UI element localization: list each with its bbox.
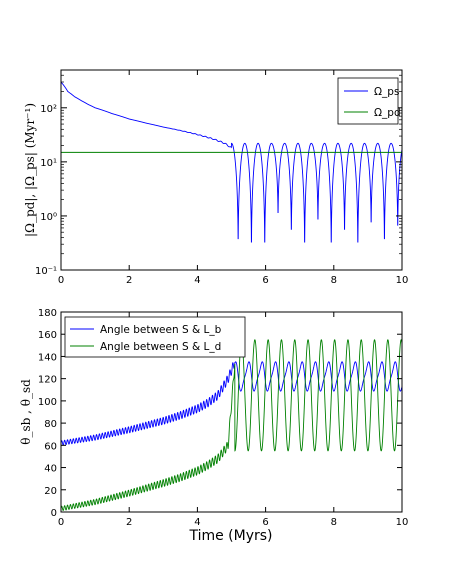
series-omega-ps-line xyxy=(60,81,403,243)
legend-label-angle-lb: Angle between S & L_b xyxy=(100,324,222,336)
top-x-tick-label: 10 xyxy=(396,275,409,286)
bottom-y-tick-label: 40 xyxy=(44,464,57,475)
bottom-legend-box xyxy=(64,316,246,358)
bottom-x-tick-label: 0 xyxy=(58,517,64,528)
bottom-x-tick-label: 8 xyxy=(331,517,337,528)
top-x-tick-label: 8 xyxy=(331,275,337,286)
top-y-tick-label: 10⁰ xyxy=(40,212,57,223)
legend-label-omega-pd: Ω_pd xyxy=(374,107,401,119)
bottom-legend: Angle between S & L_b Angle between S & … xyxy=(64,316,246,358)
bottom-y-tick-label: 20 xyxy=(44,486,57,497)
bottom-x-axis-label: Time (Myrs) xyxy=(188,528,272,544)
bottom-y-tick-label: 0 xyxy=(51,508,57,519)
series-angle-ld-line xyxy=(60,339,403,511)
bottom-y-tick-label: 80 xyxy=(44,419,57,430)
top-x-tick-label: 0 xyxy=(58,275,64,286)
top-y-ticks: 10⁻¹ 10⁰ 10¹ 10² xyxy=(35,74,402,277)
top-y-axis-label: |Ω_pd|, |Ω_ps| (Myr⁻¹) xyxy=(23,103,37,237)
top-x-tick-label: 6 xyxy=(262,275,268,286)
top-y-tick-label: 10² xyxy=(40,104,57,115)
top-legend: Ω_ps Ω_pd xyxy=(337,77,401,125)
bottom-plot-area xyxy=(60,339,403,511)
top-x-ticks: 0 2 4 6 8 10 xyxy=(58,70,409,286)
bottom-x-tick-label: 4 xyxy=(194,517,200,528)
bottom-x-tick-label: 2 xyxy=(126,517,132,528)
bottom-y-tick-label: 140 xyxy=(38,352,57,363)
top-panel: 0 2 4 6 8 10 10⁻¹ 10⁰ 10¹ 10² |Ω_pd|, |Ω_ps| (My… xyxy=(23,69,409,286)
bottom-axes-frame xyxy=(60,311,403,513)
top-y-tick-label: 10⁻¹ xyxy=(35,266,57,277)
legend-label-omega-ps: Ω_ps xyxy=(374,86,399,98)
bottom-y-tick-label: 60 xyxy=(44,441,57,452)
top-x-tick-label: 4 xyxy=(194,275,200,286)
bottom-y-axis-label: θ_sb , θ_sd xyxy=(19,379,33,445)
bottom-y-ticks: 0 20 40 60 80 100 120 140 160 180 xyxy=(38,308,402,519)
bottom-x-tick-label: 10 xyxy=(396,517,409,528)
bottom-panel: 0 2 4 6 8 10 0 20 40 60 80 100 120 140 160 180 θ_sb , … xyxy=(19,308,408,544)
top-plot-area xyxy=(60,81,403,243)
bottom-y-tick-label: 160 xyxy=(38,330,57,341)
top-y-tick-label: 10¹ xyxy=(40,158,57,169)
bottom-y-tick-label: 100 xyxy=(38,397,57,408)
bottom-y-tick-label: 120 xyxy=(38,375,57,386)
bottom-x-ticks: 0 2 4 6 8 10 xyxy=(58,312,409,528)
bottom-x-tick-label: 6 xyxy=(262,517,268,528)
legend-label-angle-ld: Angle between S & L_d xyxy=(100,341,221,353)
top-legend-box xyxy=(337,77,399,125)
bottom-y-tick-label: 180 xyxy=(38,308,57,319)
top-x-tick-label: 2 xyxy=(126,275,132,286)
